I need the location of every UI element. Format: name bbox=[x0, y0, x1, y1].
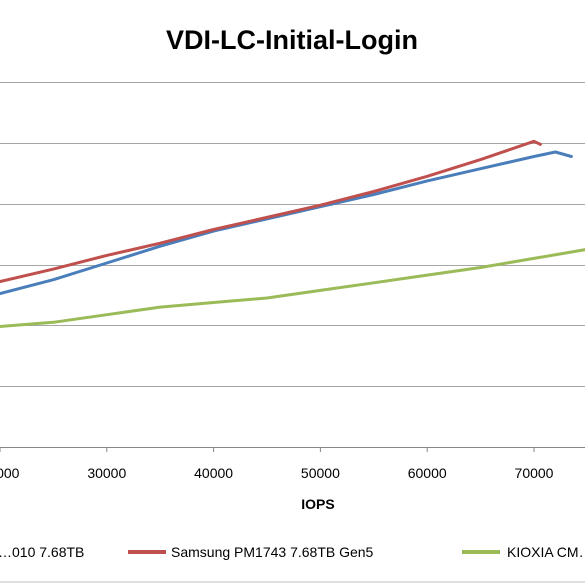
chart-title: VDI-LC-Initial-Login bbox=[166, 25, 418, 55]
x-tick-label: 20000 bbox=[0, 465, 20, 481]
legend: …010 7.68TB Samsung PM1743 7.68TB Gen5 KIO… bbox=[0, 544, 585, 560]
x-axis-label: IOPS bbox=[301, 496, 334, 512]
x-tick-label: 70000 bbox=[515, 465, 554, 481]
gridlines bbox=[0, 82, 585, 387]
series-line-1 bbox=[0, 150, 573, 296]
series-line-3 bbox=[0, 248, 585, 328]
x-tick-label: 30000 bbox=[87, 465, 126, 481]
legend-label-1: …010 7.68TB bbox=[0, 544, 84, 560]
x-tick-label: 50000 bbox=[301, 465, 340, 481]
legend-label-3: KIOXIA CM… bbox=[507, 544, 585, 560]
legend-label-2: Samsung PM1743 7.68TB Gen5 bbox=[171, 544, 374, 560]
x-tick-labels: 20000 30000 40000 50000 60000 70000 bbox=[0, 465, 554, 481]
axes bbox=[0, 447, 585, 452]
series-line-2 bbox=[0, 139, 542, 284]
series-lines bbox=[0, 139, 585, 328]
x-tick-label: 60000 bbox=[408, 465, 447, 481]
x-tick-label: 40000 bbox=[194, 465, 233, 481]
